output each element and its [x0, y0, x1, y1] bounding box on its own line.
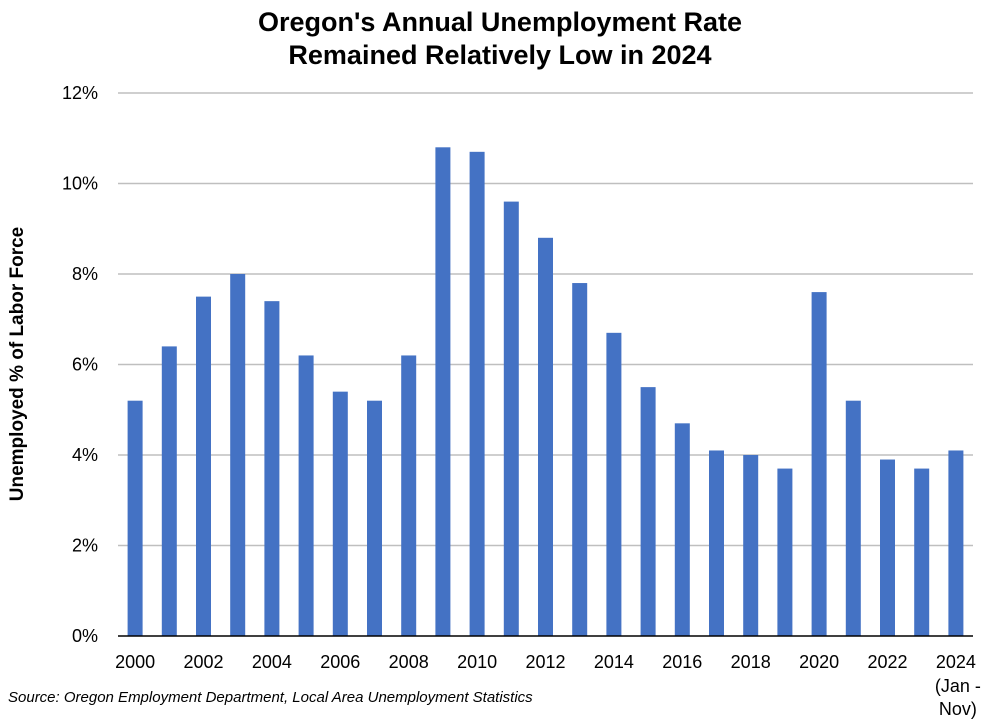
x-tick-label: 2004 — [252, 652, 292, 672]
bar-2019 — [777, 468, 793, 636]
x-tick-label: 2008 — [389, 652, 429, 672]
x-tick-label: 2010 — [457, 652, 497, 672]
x-tick-label: 2018 — [731, 652, 771, 672]
bar-2006 — [332, 391, 348, 636]
x-tick-label: 2000 — [115, 652, 155, 672]
bar-2017 — [709, 450, 724, 636]
bar-2022 — [880, 459, 895, 636]
y-tick-label: 12% — [62, 83, 98, 103]
bar-2011 — [503, 201, 519, 636]
x-axis-tick-labels: 2000 2002 2004 2006 2008 2010 2012 2014 2016 2018… — [115, 652, 981, 719]
x-tick-label: 2012 — [525, 652, 565, 672]
bar-2021 — [845, 400, 861, 636]
bar-2015 — [640, 387, 656, 636]
bar-2008 — [401, 355, 417, 636]
x-tick-label: 2022 — [867, 652, 907, 672]
y-axis-label: Unemployed % of Labor Force — [7, 227, 28, 501]
chart-title-line-2: Remained Relatively Low in 2024 — [288, 40, 712, 70]
y-tick-label: 2% — [72, 536, 98, 556]
x-tick-label: 2020 — [799, 652, 839, 672]
bars — [127, 147, 964, 637]
bar-2010 — [469, 151, 485, 636]
bar-2023 — [914, 468, 930, 636]
bar-2014 — [606, 332, 622, 636]
bar-2024 — [948, 450, 964, 636]
bar-2013 — [572, 283, 588, 636]
bar-2000 — [127, 400, 143, 636]
bar-2007 — [367, 400, 382, 636]
source-note: Source: Oregon Employment Department, Lo… — [8, 689, 533, 706]
bar-2004 — [264, 301, 280, 636]
y-tick-label: 0% — [72, 626, 98, 646]
bar-2020 — [811, 292, 827, 636]
x-tick-label: 2002 — [183, 652, 223, 672]
x-tick-label-note: (Jan - — [935, 676, 981, 696]
x-tick-label-note: Nov) — [939, 699, 977, 719]
x-tick-label: 2024 — [936, 652, 976, 672]
x-tick-label: 2016 — [662, 652, 702, 672]
y-tick-label: 8% — [72, 264, 98, 284]
bar-2012 — [538, 237, 553, 637]
y-tick-label: 10% — [62, 174, 98, 194]
chart-title: Oregon's Annual Unemployment Rate Remain… — [0, 6, 1000, 72]
bar-2009 — [435, 147, 451, 637]
y-tick-label: 4% — [72, 445, 98, 465]
chart-title-line-1: Oregon's Annual Unemployment Rate — [258, 7, 742, 37]
bar-2001 — [161, 346, 177, 636]
bar-2003 — [230, 274, 246, 636]
y-axis-tick-labels: 0% 2% 4% 6% 8% 10% 12% — [62, 83, 98, 646]
bar-2002 — [196, 296, 211, 636]
x-tick-label: 2006 — [320, 652, 360, 672]
bar-2018 — [743, 455, 759, 636]
bar-2005 — [298, 355, 314, 636]
y-tick-label: 6% — [72, 355, 98, 375]
bar-2016 — [674, 423, 690, 636]
x-tick-label: 2014 — [594, 652, 634, 672]
